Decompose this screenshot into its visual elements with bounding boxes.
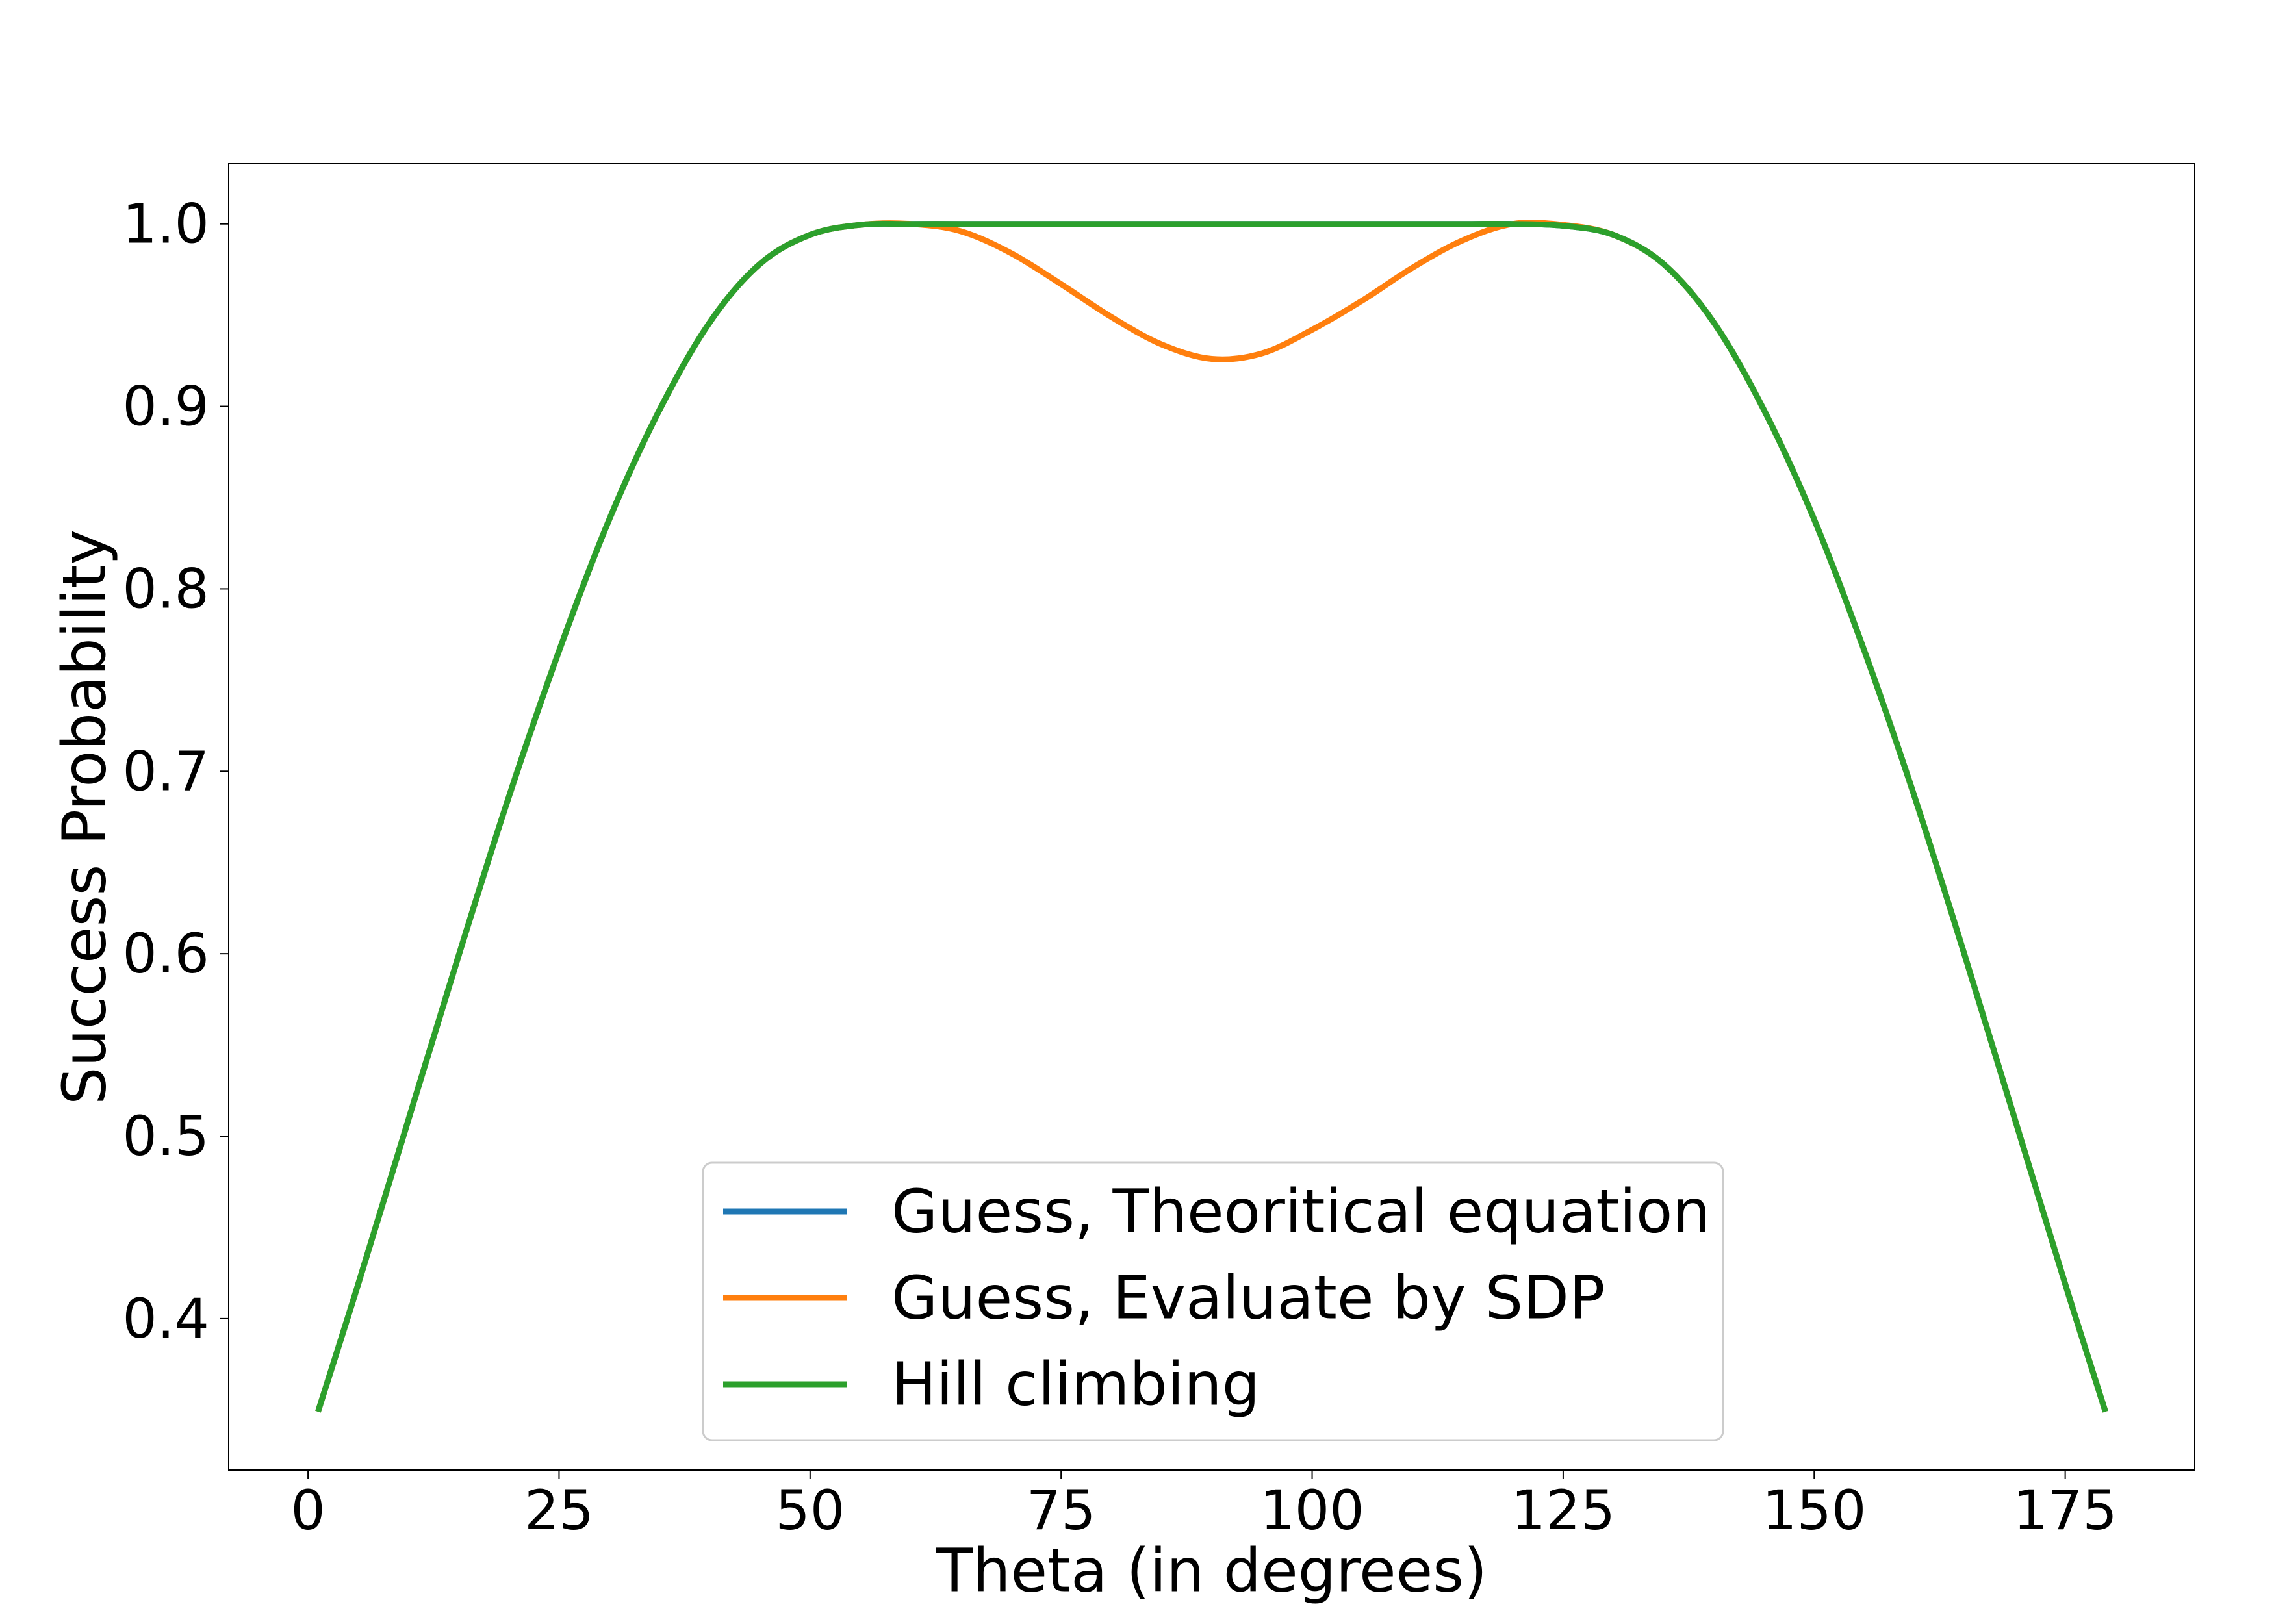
series-lines [315, 220, 2108, 1413]
y-tick-label: 0.6 [122, 922, 209, 985]
x-tick-label: 175 [2013, 1478, 2117, 1542]
series-line-hill-climbing [315, 220, 2108, 1413]
y-tick-label: 0.8 [122, 557, 209, 620]
y-axis-label: Success Probability [50, 529, 120, 1105]
y-tick-label: 0.7 [122, 739, 209, 803]
x-tick-label: 125 [1511, 1478, 1615, 1542]
x-tick-label: 75 [1027, 1478, 1096, 1542]
x-tick-label: 100 [1260, 1478, 1364, 1542]
plot-frame [228, 163, 2195, 1471]
y-tick-label: 0.4 [122, 1287, 209, 1351]
x-tick-label: 150 [1762, 1478, 1866, 1542]
legend-box [702, 1161, 1724, 1441]
legend-label-theoretical: Guess, Theoritical equation [891, 1177, 1711, 1247]
x-tick-label: 25 [524, 1478, 594, 1542]
x-tick-label: 50 [775, 1478, 845, 1542]
y-axis-ticks: 0.4 0.5 0.6 0.7 0.8 0.9 1.0 [122, 192, 229, 1351]
x-axis-ticks: 0 25 50 75 100 125 150 175 [290, 1470, 2117, 1542]
legend-label-hill-climbing: Hill climbing [891, 1350, 1260, 1419]
y-tick-label: 0.9 [122, 375, 209, 438]
y-tick-label: 0.5 [122, 1104, 209, 1168]
legend-label-sdp: Guess, Evaluate by SDP [891, 1263, 1605, 1333]
legend: Guess, Theoritical equation Guess, Evalu… [702, 1161, 1724, 1441]
y-tick-label: 1.0 [122, 192, 209, 256]
x-tick-label: 0 [290, 1478, 325, 1542]
x-axis-label: Theta (in degrees) [936, 1536, 1487, 1606]
